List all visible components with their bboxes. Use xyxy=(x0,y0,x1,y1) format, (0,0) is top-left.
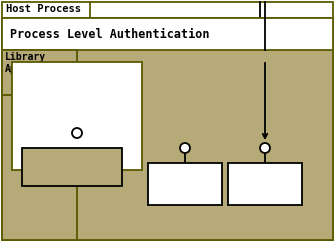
Text: Check for Role
Membership: Check for Role Membership xyxy=(33,79,121,101)
Circle shape xyxy=(260,143,270,153)
Bar xyxy=(2,18,333,50)
Bar xyxy=(2,50,333,240)
Bar xyxy=(2,50,77,95)
Circle shape xyxy=(72,128,82,138)
Text: Library
Application: Library Application xyxy=(5,52,70,74)
Circle shape xyxy=(180,143,190,153)
Text: Host Process: Host Process xyxy=(6,4,81,14)
Text: Process Level Authentication: Process Level Authentication xyxy=(10,28,210,40)
Bar xyxy=(22,148,122,186)
Bar xyxy=(148,163,222,205)
Bar xyxy=(228,163,302,205)
Bar xyxy=(12,62,142,170)
